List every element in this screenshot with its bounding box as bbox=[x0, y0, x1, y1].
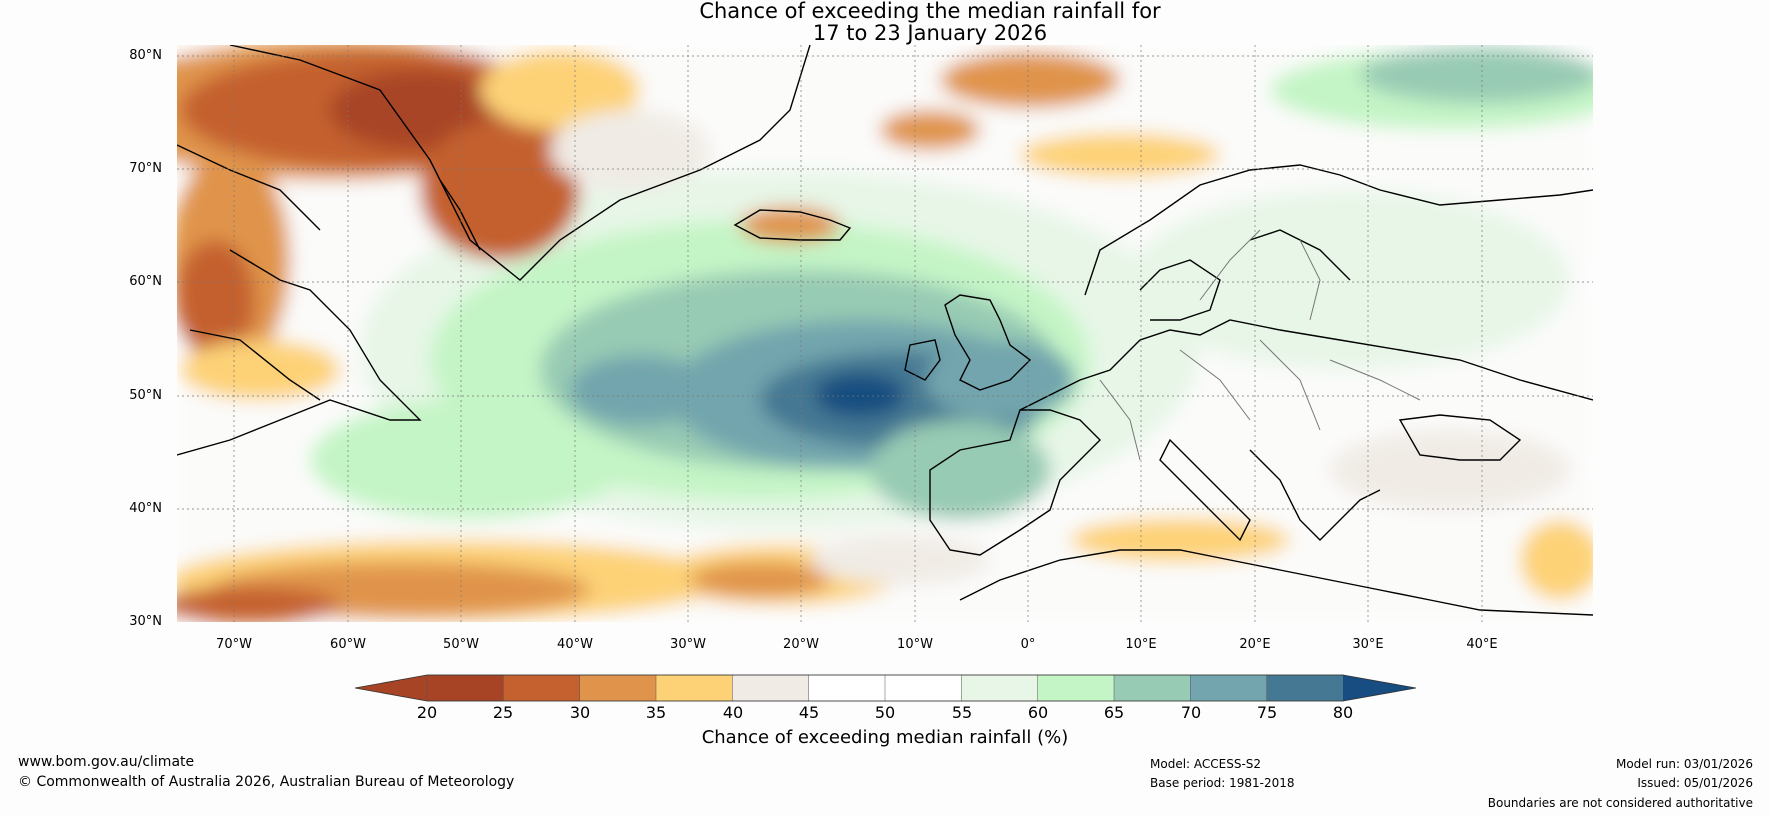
colorbar-label: Chance of exceeding median rainfall (%) bbox=[701, 727, 1069, 748]
colorbar-cell bbox=[426, 674, 505, 702]
coastlines bbox=[177, 45, 1593, 616]
colorbar-cell bbox=[808, 674, 886, 702]
colorbar-tick: 80 bbox=[1332, 703, 1354, 722]
model-run-text: Model run: 03/01/2026 bbox=[1615, 757, 1753, 771]
lon-label: 40°W bbox=[557, 637, 593, 652]
lon-label: 0° bbox=[1020, 637, 1036, 652]
issued-text: Issued: 05/01/2026 bbox=[1637, 776, 1753, 790]
base-period-text: Base period: 1981-2018 bbox=[1150, 776, 1295, 790]
lat-label: 40°N bbox=[129, 501, 162, 516]
rainfall-field bbox=[177, 45, 1593, 622]
colorbar-tick: 55 bbox=[951, 703, 973, 722]
colorbar-cell bbox=[579, 674, 657, 702]
colorbar-cell bbox=[1266, 674, 1344, 702]
colorbar-cell bbox=[1037, 674, 1115, 702]
map-title-line1: Chance of exceeding the median rainfall … bbox=[699, 0, 1161, 23]
map-title-line2: 17 to 23 January 2026 bbox=[812, 21, 1048, 45]
lon-label: 30°W bbox=[670, 637, 706, 652]
colorbar-cell bbox=[1113, 674, 1192, 702]
lon-label: 40°E bbox=[1466, 637, 1498, 652]
colorbar bbox=[354, 674, 1417, 702]
colorbar-cell bbox=[1190, 674, 1268, 702]
colorbar-cell bbox=[732, 674, 810, 702]
colorbar-tick: 25 bbox=[492, 703, 514, 722]
website-link[interactable]: www.bom.gov.au/climate bbox=[18, 754, 195, 770]
colorbar-tick: 50 bbox=[874, 703, 896, 722]
lat-label: 80°N bbox=[129, 48, 162, 63]
colorbar-over-triangle bbox=[1343, 675, 1416, 701]
lon-label: 10°W bbox=[897, 637, 933, 652]
lon-label: 20°W bbox=[783, 637, 819, 652]
colorbar-tick: 65 bbox=[1103, 703, 1125, 722]
lon-label: 60°W bbox=[330, 637, 366, 652]
colorbar-tick: 40 bbox=[722, 703, 744, 722]
colorbar-tick: 70 bbox=[1180, 703, 1202, 722]
colorbar-cell bbox=[503, 674, 581, 702]
lat-label: 70°N bbox=[129, 161, 162, 176]
colorbar-tick: 20 bbox=[416, 703, 438, 722]
lon-label: 30°E bbox=[1352, 637, 1384, 652]
colorbar-tick: 60 bbox=[1027, 703, 1049, 722]
lon-label: 10°E bbox=[1125, 637, 1157, 652]
colorbar-cell bbox=[655, 674, 734, 702]
lon-label: 70°W bbox=[216, 637, 252, 652]
colorbar-cell bbox=[961, 674, 1039, 702]
lon-label: 20°E bbox=[1239, 637, 1271, 652]
colorbar-tick: 45 bbox=[798, 703, 820, 722]
graticule bbox=[177, 45, 1593, 622]
model-text: Model: ACCESS-S2 bbox=[1150, 757, 1262, 771]
colorbar-under-triangle bbox=[355, 675, 427, 701]
copyright-text: © Commonwealth of Australia 2026, Austra… bbox=[18, 774, 515, 790]
lat-label: 60°N bbox=[129, 274, 162, 289]
colorbar-tick: 35 bbox=[645, 703, 667, 722]
lat-label: 30°N bbox=[129, 614, 162, 629]
colorbar-tick: 30 bbox=[569, 703, 591, 722]
political-borders bbox=[1099, 229, 1421, 461]
colorbar-tick: 75 bbox=[1256, 703, 1278, 722]
lat-label: 50°N bbox=[129, 388, 162, 403]
colorbar-cell bbox=[884, 674, 963, 702]
disclaimer-text: Boundaries are not considered authoritat… bbox=[1487, 796, 1753, 810]
lon-label: 50°W bbox=[443, 637, 479, 652]
